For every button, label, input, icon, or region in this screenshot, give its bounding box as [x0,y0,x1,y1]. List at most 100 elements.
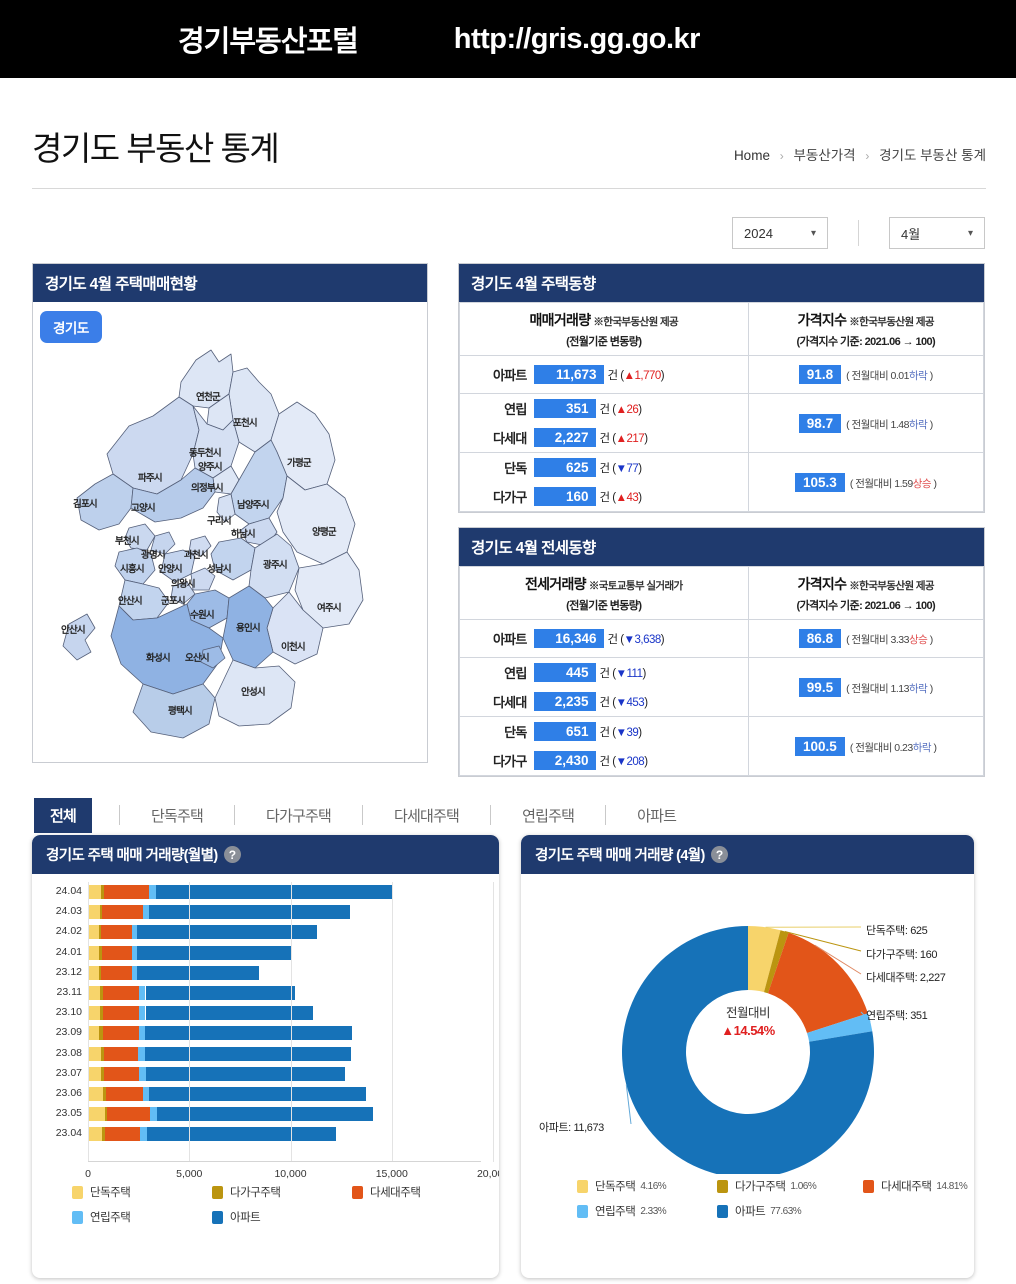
bar-segment-연립주택[interactable] [142,1086,149,1101]
bar-segment-다가구주택[interactable] [100,1066,104,1081]
tab-dagagu[interactable]: 다가구주택 [266,807,332,825]
bar-segment-다세대주택[interactable] [103,1046,138,1061]
bar-segment-다세대주택[interactable] [107,1107,151,1122]
bar-segment-단독주택[interactable] [88,1127,103,1142]
tab-dasedae[interactable]: 다세대주택 [394,807,460,825]
bar-segment-아파트[interactable] [145,1026,352,1041]
legend-item-dagagu[interactable]: 다가구주택 [212,1184,352,1200]
bar-segment-단독주택[interactable] [88,885,101,899]
bar-segment-다세대주택[interactable] [106,1086,143,1101]
bar-segment-아파트[interactable] [145,985,295,1000]
bar-segment-아파트[interactable] [145,1006,313,1021]
year-select[interactable]: 2024 ▾ [732,217,828,249]
bar-segment-단독주택[interactable] [88,1086,104,1101]
bar-segment-다가구주택[interactable] [100,885,104,899]
bar-segment-단독주택[interactable] [88,985,101,1000]
donut-legend-item-dagagu[interactable]: 다가구주택 1.06% [717,1178,863,1194]
bar-segment-연립주택[interactable] [139,1006,146,1021]
bar-row[interactable]: 23.06 [38,1084,489,1104]
bar-segment-연립주택[interactable] [132,965,138,980]
bar-segment-다세대주택[interactable] [102,1026,139,1041]
donut-chart[interactable]: 전월대비 ▲14.54% 단독주택: 625 다가구주택: 160 다세대주택:… [521,874,974,1178]
bar-segment-연립주택[interactable] [142,905,150,920]
bar-segment-아파트[interactable] [145,1046,351,1061]
legend-item-dasedae[interactable]: 다세대주택 [352,1184,421,1200]
tab-all[interactable]: 전체 [34,797,93,833]
bar-segment-아파트[interactable] [137,925,318,940]
bar-segment-아파트[interactable] [156,885,393,899]
bar-segment-단독주택[interactable] [88,1107,105,1122]
bar-segment-연립주택[interactable] [138,1026,146,1041]
bar-row[interactable]: 23.04 [38,1124,489,1144]
bar-segment-다가구주택[interactable] [99,905,102,920]
month-select[interactable]: 4월 ▾ [889,217,985,249]
bar-segment-다세대주택[interactable] [102,1006,140,1021]
bar-segment-다가구주택[interactable] [104,1107,108,1122]
legend-item-yeonlip[interactable]: 연립주택 [72,1209,212,1225]
bar-row[interactable]: 23.12 [38,963,489,983]
bar-segment-다세대주택[interactable] [104,1127,141,1142]
donut-legend-item-yeonlip[interactable]: 연립주택 2.33% [577,1203,717,1219]
bar-row[interactable]: 24.01 [38,943,489,963]
gyeonggi-map[interactable]: 경기도 [33,302,427,762]
bar-segment-연립주택[interactable] [132,925,137,940]
donut-slice-연립주택[interactable] [807,1013,873,1042]
bar-row[interactable]: 24.04 [38,882,489,902]
bar-segment-아파트[interactable] [148,1086,367,1101]
bar-segment-연립주택[interactable] [140,1127,147,1142]
bar-segment-다세대주택[interactable] [103,885,149,899]
bar-segment-다가구주택[interactable] [99,945,102,960]
bar-segment-다세대주택[interactable] [103,1066,140,1081]
bar-segment-아파트[interactable] [137,965,259,980]
bar-segment-다세대주택[interactable] [101,925,133,940]
bar-segment-다가구주택[interactable] [99,1026,103,1041]
bar-row[interactable]: 23.08 [38,1044,489,1064]
bar-segment-연립주택[interactable] [139,1066,147,1081]
bar-row[interactable]: 24.02 [38,922,489,942]
bar-segment-아파트[interactable] [146,1066,345,1081]
help-icon[interactable]: ? [710,846,728,863]
bar-segment-단독주택[interactable] [88,905,100,920]
gyeonggi-region-button[interactable]: 경기도 [40,311,102,343]
bar-segment-다세대주택[interactable] [101,905,143,920]
help-icon[interactable]: ? [223,846,241,863]
bar-row[interactable]: 23.05 [38,1104,489,1124]
bar-segment-연립주택[interactable] [148,885,157,899]
donut-slice-다세대주택[interactable] [767,932,868,1033]
bar-segment-아파트[interactable] [146,1127,337,1142]
bar-row[interactable]: 23.10 [38,1003,489,1023]
bar-segment-아파트[interactable] [149,905,350,920]
donut-legend-item-dasedae[interactable]: 다세대주택 14.81% [863,1178,968,1194]
bar-segment-단독주택[interactable] [88,1006,100,1021]
tab-apt[interactable]: 아파트 [637,807,677,825]
donut-slice-아파트[interactable] [622,926,874,1178]
bar-segment-아파트[interactable] [136,945,292,960]
bar-segment-다가구주택[interactable] [98,925,102,940]
bar-segment-연립주택[interactable] [150,1107,157,1122]
breadcrumb-level1[interactable]: 부동산가격 [793,148,856,163]
bar-row[interactable]: 23.11 [38,983,489,1003]
donut-legend-item-danok[interactable]: 단독주택 4.16% [577,1178,717,1194]
bar-row[interactable]: 24.03 [38,902,489,922]
bar-segment-다세대주택[interactable] [103,985,139,1000]
tab-yeonlip[interactable]: 연립주택 [522,807,575,825]
bar-segment-단독주택[interactable] [88,925,99,940]
bar-segment-단독주택[interactable] [88,1066,101,1081]
donut-legend-item-apt[interactable]: 아파트 77.63% [717,1203,863,1219]
bar-segment-연립주택[interactable] [138,1046,146,1061]
bar-row[interactable]: 23.09 [38,1023,489,1043]
legend-item-danok[interactable]: 단독주택 [72,1184,212,1200]
bar-segment-단독주택[interactable] [88,945,100,960]
bar-segment-다가구주택[interactable] [99,965,102,980]
tab-danok[interactable]: 단독주택 [151,807,204,825]
bar-segment-연립주택[interactable] [139,985,146,1000]
bar-segment-연립주택[interactable] [131,945,137,960]
bar-segment-다가구주택[interactable] [103,1086,107,1101]
bar-segment-단독주택[interactable] [88,965,100,980]
bar-segment-아파트[interactable] [156,1107,373,1122]
bar-segment-다가구주택[interactable] [100,1046,104,1061]
bar-segment-다가구주택[interactable] [102,1127,105,1142]
legend-item-apt[interactable]: 아파트 [212,1209,352,1225]
bar-segment-다세대주택[interactable] [101,965,133,980]
bar-segment-다가구주택[interactable] [100,985,104,1000]
